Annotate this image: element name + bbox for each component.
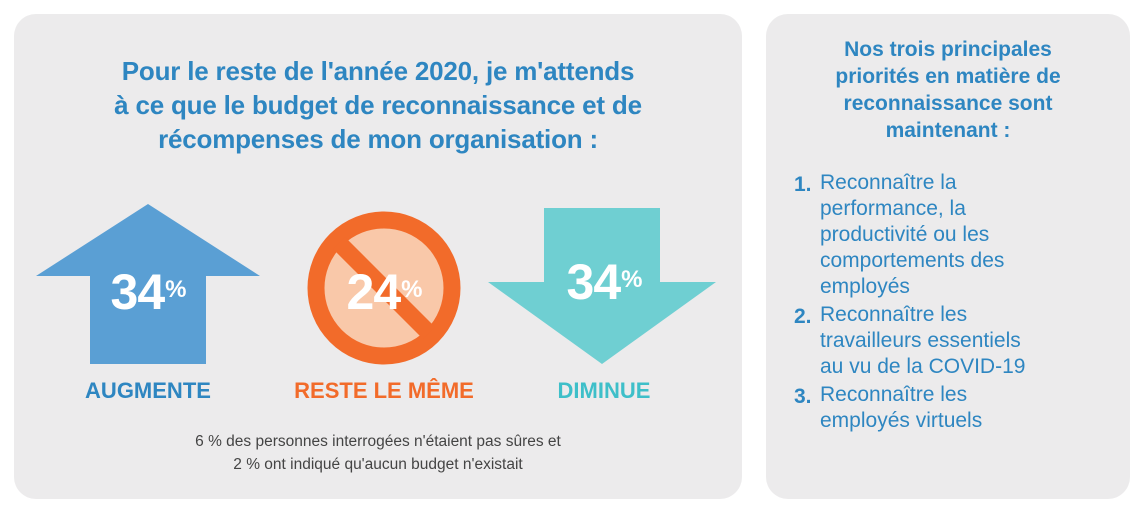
priorities-panel: Nos trois principales priorités en matiè… [766, 14, 1130, 499]
budget-headline: Pour le reste de l'année 2020, je m'atte… [14, 54, 742, 156]
stat-same-label: RESTE LE MÊME [294, 378, 474, 403]
stat-decrease: 34% DIMINUE [484, 202, 724, 403]
title-line: priorités en matière de [835, 65, 1061, 88]
footnote: 6 % des personnes interrogées n'étaient … [14, 430, 742, 476]
stat-increase: 34% AUGMENTE [28, 202, 268, 403]
priority-item-2: 2. Reconnaître les travailleurs essentie… [794, 302, 1114, 380]
priorities-list: 1. Reconnaître la performance, la produc… [794, 170, 1114, 436]
headline-line: Pour le reste de l'année 2020, je m'atte… [121, 56, 635, 86]
headline-line: récompenses de mon organisation : [158, 124, 598, 154]
arrow-down-icon [488, 208, 716, 364]
priority-item-1: 1. Reconnaître la performance, la produc… [794, 170, 1114, 300]
stat-increase-value: 34% [110, 264, 187, 320]
priority-text: Reconnaître les employés virtuels [820, 383, 983, 432]
title-line: maintenant : [885, 119, 1011, 142]
priority-text: Reconnaître la performance, la productiv… [820, 171, 1005, 298]
priority-number: 1. [794, 173, 812, 196]
stat-same-value: 24% [346, 264, 423, 320]
stat-increase-label: AUGMENTE [85, 378, 211, 403]
title-line: reconnaissance sont [843, 92, 1053, 115]
title-line: Nos trois principales [844, 38, 1052, 61]
priority-number: 2. [794, 305, 812, 328]
budget-expectation-panel: Pour le reste de l'année 2020, je m'atte… [14, 14, 742, 499]
priority-number: 3. [794, 385, 812, 408]
arrow-up-icon [36, 204, 260, 364]
priority-item-3: 3. Reconnaître les employés virtuels [794, 382, 1114, 434]
footnote-line: 2 % ont indiqué qu'aucun budget n'exista… [233, 456, 523, 473]
no-change-icon [307, 211, 461, 365]
stat-decrease-label: DIMINUE [557, 378, 651, 403]
priority-text: Reconnaître les travailleurs essentiels … [820, 303, 1026, 378]
headline-line: à ce que le budget de reconnaissance et … [114, 90, 642, 120]
stat-decrease-value: 34% [566, 254, 643, 310]
stat-same: 24% RESTE LE MÊME [264, 202, 504, 403]
footnote-line: 6 % des personnes interrogées n'étaient … [195, 433, 561, 450]
priorities-title: Nos trois principales priorités en matiè… [766, 36, 1130, 144]
